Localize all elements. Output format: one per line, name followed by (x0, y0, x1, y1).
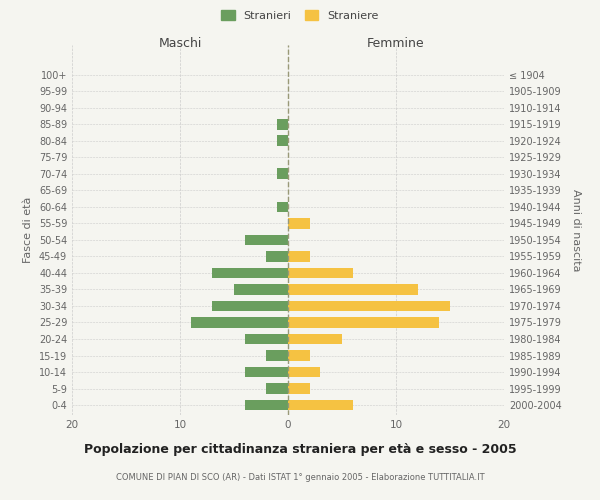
Legend: Stranieri, Straniere: Stranieri, Straniere (217, 6, 383, 25)
Bar (266, 350, 288, 361)
Text: Maschi: Maschi (158, 37, 202, 50)
Bar (277, 168, 288, 179)
Bar (277, 136, 288, 146)
Y-axis label: Fasce di età: Fasce di età (23, 197, 33, 263)
Bar (245, 334, 288, 344)
Bar (266, 383, 288, 394)
Text: Femmine: Femmine (367, 37, 425, 50)
Bar (288, 218, 310, 229)
Bar (266, 251, 288, 262)
Bar (245, 366, 288, 378)
Text: Popolazione per cittadinanza straniera per età e sesso - 2005: Popolazione per cittadinanza straniera p… (83, 442, 517, 456)
Bar (245, 234, 288, 246)
Bar (212, 268, 288, 278)
Bar (288, 400, 353, 410)
Bar (277, 119, 288, 130)
Bar (245, 400, 288, 410)
Bar (191, 317, 288, 328)
Bar (288, 383, 310, 394)
Bar (288, 350, 310, 361)
Bar (288, 300, 450, 312)
Text: COMUNE DI PIAN DI SCO (AR) - Dati ISTAT 1° gennaio 2005 - Elaborazione TUTTITALI: COMUNE DI PIAN DI SCO (AR) - Dati ISTAT … (116, 472, 484, 482)
Bar (288, 284, 418, 295)
Bar (212, 300, 288, 312)
Bar (234, 284, 288, 295)
Bar (288, 268, 353, 278)
Bar (288, 251, 310, 262)
Bar (288, 317, 439, 328)
Bar (288, 334, 342, 344)
Bar (277, 202, 288, 212)
Y-axis label: Anni di nascita: Anni di nascita (571, 188, 581, 271)
Bar (288, 366, 320, 378)
